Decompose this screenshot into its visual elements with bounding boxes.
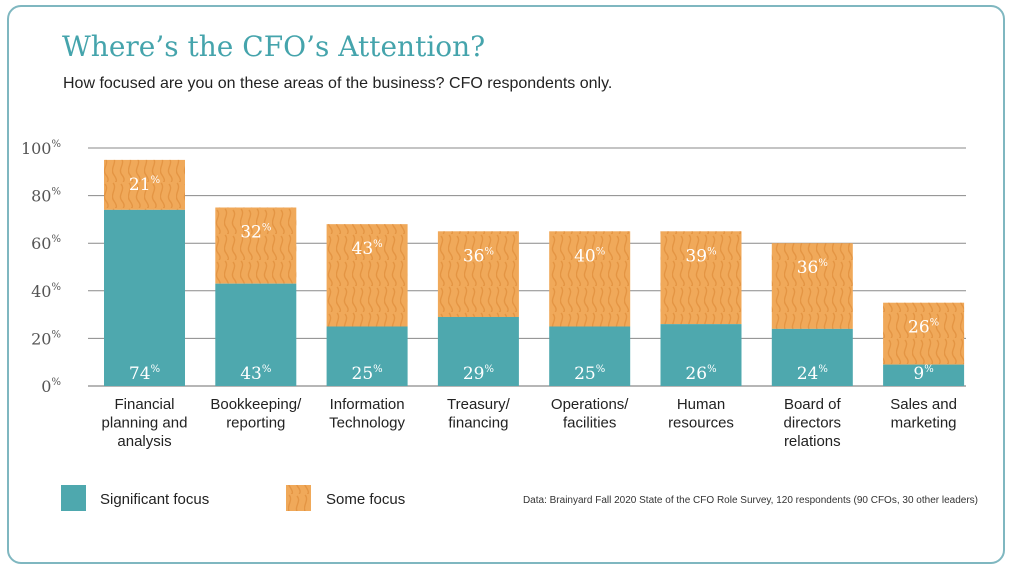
x-category-label: Treasury/financing — [447, 396, 511, 432]
bar-some-focus-pattern — [883, 302, 965, 365]
value-label-significant: 26% — [685, 364, 716, 384]
y-tick-label: 40% — [31, 282, 61, 301]
bar-significant-focus — [437, 316, 519, 386]
x-category-label: Bookkeeping/reporting — [210, 396, 302, 432]
bar-some-focus-pattern — [437, 231, 519, 317]
x-category-label: Operations/facilities — [551, 396, 629, 432]
chart-subtitle: How focused are you on these areas of th… — [63, 75, 613, 92]
legend-label-some: Some focus — [326, 491, 405, 508]
x-category-label: Financial planning and analysis — [102, 396, 188, 450]
y-tick-label: 60% — [31, 234, 61, 253]
value-label-some: 32% — [240, 223, 271, 243]
value-label-some: 26% — [908, 318, 939, 338]
y-tick-label: 20% — [31, 329, 61, 348]
legend-label-significant: Significant focus — [100, 491, 209, 508]
value-label-significant: 74% — [129, 364, 160, 384]
value-label-some: 21% — [129, 175, 160, 195]
value-label-some: 40% — [574, 246, 605, 266]
chart-title: Where’s the CFO’s Attention? — [62, 30, 486, 63]
x-category-label: Sales and marketing — [890, 396, 957, 432]
value-label-some: 39% — [685, 246, 716, 266]
bar-some-focus-pattern — [104, 159, 185, 210]
bar-some-focus-pattern — [326, 224, 408, 327]
legend-swatch-significant — [61, 485, 86, 511]
x-category-label: Board of directors relations — [784, 396, 842, 450]
y-tick-label: 100% — [21, 139, 61, 158]
x-category-label: Information Technology — [329, 396, 405, 432]
bar-some-focus-pattern — [549, 231, 631, 327]
bar-some-focus-pattern — [215, 207, 297, 284]
bar-significant-focus — [326, 326, 408, 386]
x-category-label: Human resources — [668, 396, 734, 432]
bar-significant-focus — [104, 209, 185, 386]
value-label-significant: 24% — [797, 364, 828, 384]
legend-swatch-some-pattern — [286, 485, 311, 511]
bar-significant-focus — [771, 328, 853, 386]
y-tick-label: 0% — [41, 377, 61, 396]
y-tick-label: 80% — [31, 187, 61, 206]
value-label-significant: 29% — [463, 364, 494, 384]
value-label-significant: 25% — [352, 364, 383, 384]
bar-significant-focus — [883, 364, 965, 386]
value-label-some: 36% — [797, 258, 828, 278]
value-label-some: 43% — [352, 239, 383, 259]
value-label-significant: 43% — [240, 364, 271, 384]
value-label-significant: 25% — [574, 364, 605, 384]
bar-significant-focus — [215, 283, 297, 386]
bar-some-focus-pattern — [660, 231, 742, 325]
data-source-note: Data: Brainyard Fall 2020 State of the C… — [522, 495, 978, 506]
value-label-significant: 9% — [913, 364, 933, 384]
value-label-some: 36% — [463, 246, 494, 266]
bar-some-focus-pattern — [771, 243, 853, 329]
bar-significant-focus — [660, 324, 742, 386]
bar-significant-focus — [549, 326, 631, 386]
